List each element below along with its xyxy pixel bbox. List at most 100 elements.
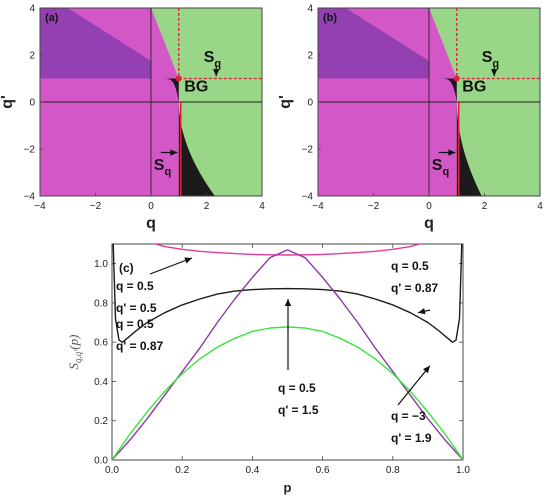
arrow-green-head (423, 365, 430, 374)
sq-lower-label-sub: q (164, 166, 171, 178)
magenta-patch (318, 8, 457, 79)
panel-c: 0.0 0.2 0.4 0.6 0.8 1.0 0.0 0.2 0.4 0.6 0.8 1.0 p Sq,… (66, 243, 470, 495)
bg-label: BG (462, 78, 486, 95)
y-tick-label: 0 (29, 98, 35, 109)
label-black-left-qp: q' = 0.87 (116, 339, 164, 353)
label-magenta-qp: q' = 0.5 (116, 301, 157, 315)
sq-lower-label-sub: q (442, 166, 449, 178)
x-axis-label: q (424, 215, 434, 232)
sq-lower-label: Sq (154, 157, 171, 178)
sq-lower-arrow (160, 149, 178, 156)
x-tick-label: −4 (34, 201, 46, 212)
x-tick-label: 4 (537, 201, 543, 212)
y-axis-label: Sq,q'(p) (66, 335, 83, 370)
purple-triangle (40, 8, 179, 79)
label-magenta-q: q = 0.5 (116, 279, 154, 293)
y-axis-label: q' (0, 95, 16, 109)
magenta-wedge (429, 8, 457, 79)
x-axis-label: p (284, 480, 292, 495)
x-tick-label: 1.0 (456, 465, 470, 476)
label-green-q: q = −3 (391, 409, 426, 423)
y-tick-label: 0.8 (94, 298, 108, 309)
x-axis-label: q (146, 215, 156, 232)
sq-upper-arrow-head (213, 69, 220, 77)
panel-label: (a) (45, 12, 59, 24)
y-tick-label: −4 (302, 192, 314, 203)
panel-b: −4 −2 0 2 4 4 2 0 −2 −4 q q' (b) Sq BG Sq (277, 4, 543, 233)
bg-point (175, 75, 182, 82)
arrow-black (417, 308, 431, 315)
x-tick-label: 0.8 (386, 465, 400, 476)
arrow-black-head (418, 308, 426, 315)
sq-upper-arrow-head (491, 69, 498, 77)
y-tick-label: 0 (307, 98, 313, 109)
series-line-0 (152, 244, 423, 256)
y-tick-label: −4 (24, 192, 36, 203)
x-tick-label: −2 (90, 201, 102, 212)
purple-triangle (318, 8, 457, 79)
x-tick-label: 0.6 (316, 465, 330, 476)
y-axis-label: q' (277, 95, 294, 109)
sq-upper-label-main: S (482, 49, 493, 66)
y-tick-label: 1.0 (94, 259, 108, 270)
label-green-qp: q' = 1.9 (391, 431, 432, 445)
x-tick-label: 0.4 (245, 465, 259, 476)
x-tick-label: 2 (204, 201, 210, 212)
panel-label: (b) (323, 12, 337, 24)
y-axis-label-main: S (66, 362, 81, 369)
arrow-magenta (149, 257, 193, 275)
y-axis-label-sub: q,q' (73, 349, 83, 363)
x-tick-label: 0.2 (175, 465, 189, 476)
y-tick-label: 2 (307, 51, 313, 62)
y-tick-label: 4 (29, 4, 35, 15)
arrow-magenta-head (184, 257, 192, 264)
y-tick-label: 4 (307, 4, 313, 15)
sq-upper-label: Sq (482, 49, 499, 70)
x-tick-label: 2 (482, 201, 488, 212)
magenta-patch (40, 8, 179, 79)
sq-lower-arrow-head (170, 149, 178, 156)
sq-upper-arrow (491, 65, 498, 77)
sq-lower-label-main: S (154, 157, 165, 174)
sq-upper-label-main: S (204, 49, 215, 66)
bg-label: BG (184, 78, 208, 95)
magenta-wedge (151, 8, 179, 79)
y-tick-label: 0.0 (94, 456, 108, 467)
black-region (157, 78, 215, 196)
arrow-purple-head (284, 298, 292, 306)
x-tick-label: 0.0 (105, 465, 119, 476)
panel-label: (c) (119, 261, 134, 275)
y-tick-label: −2 (24, 145, 36, 156)
x-tick-label: 0 (148, 201, 154, 212)
series-line-2 (112, 249, 463, 460)
y-tick-label: 0.2 (94, 416, 108, 427)
y-axis-label-suffix: (p) (66, 335, 81, 350)
sq-lower-label: Sq (432, 157, 449, 178)
sq-upper-label: Sq (204, 49, 221, 70)
arrow-green-shaft (397, 365, 431, 406)
sq-lower-arrow (438, 149, 456, 156)
bg-point (453, 75, 460, 82)
sq-upper-label-sub: q (492, 58, 499, 70)
sq-lower-arrow-head (448, 149, 456, 156)
series-line-1 (112, 244, 463, 343)
x-tick-label: 0 (426, 201, 432, 212)
arrow-purple (284, 298, 292, 370)
x-tick-label: −2 (368, 201, 380, 212)
magenta-band (429, 78, 457, 196)
magenta-band (151, 78, 179, 196)
x-tick-label: 4 (259, 201, 265, 212)
panel-a: −4 −2 0 2 4 4 2 0 −2 −4 q q' (a) Sq BG Sq (0, 4, 265, 233)
y-tick-label: 2 (29, 51, 35, 62)
sq-lower-label-main: S (432, 157, 443, 174)
y-tick-label: −2 (302, 145, 314, 156)
x-tick-label: −4 (312, 201, 324, 212)
series-lines (112, 244, 463, 460)
label-black-q: q = 0.5 (391, 259, 429, 273)
label-purple-q: q = 0.5 (278, 381, 316, 395)
y-tick-label: 0.4 (94, 377, 108, 388)
label-black-qp: q' = 0.87 (391, 281, 439, 295)
sq-upper-label-sub: q (214, 58, 221, 70)
label-purple-qp: q' = 1.5 (278, 403, 319, 417)
